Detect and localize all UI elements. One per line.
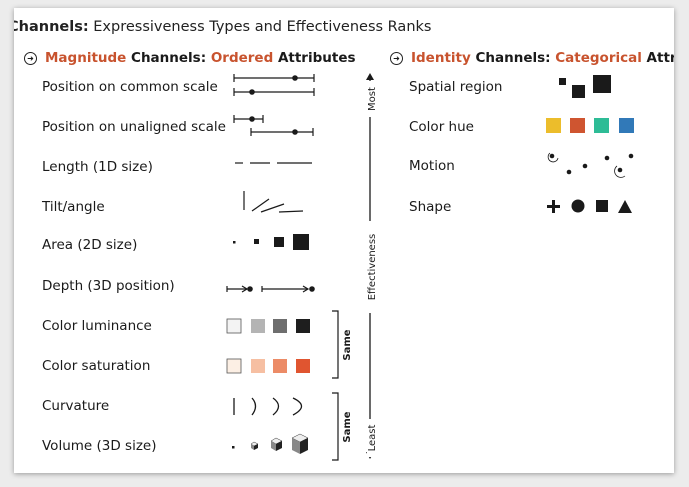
row-label-spatial-region: Spatial region (409, 79, 503, 95)
arrow-circle-icon: ➜ (390, 52, 403, 65)
same-brackets (332, 310, 339, 461)
scale-least-label: Least (367, 419, 379, 457)
row-label-shape: Shape (409, 199, 452, 215)
row-label-luminance: Color luminance (42, 318, 152, 334)
volume-glyph (232, 433, 309, 454)
magnitude-header: ➜ Magnitude Channels: Ordered Attributes (24, 50, 356, 66)
color-hue-glyph (546, 118, 634, 133)
saturation-glyph (226, 358, 310, 374)
shape-glyph (547, 199, 632, 213)
channels-figure: Channels: Expressiveness Types and Effec… (14, 8, 674, 473)
curvature-glyph (233, 397, 303, 416)
area-glyph (233, 234, 309, 250)
row-label-length: Length (1D size) (42, 159, 153, 175)
arrow-circle-icon: ➜ (24, 52, 37, 65)
same-label-1: Same (342, 329, 353, 361)
channel-glyphs (226, 73, 634, 461)
row-label-curvature: Curvature (42, 398, 110, 414)
row-label-volume: Volume (3D size) (42, 438, 157, 454)
luminance-glyph (226, 318, 310, 334)
row-label-area: Area (2D size) (42, 237, 138, 253)
figure-title: Channels: Expressiveness Types and Effec… (14, 19, 432, 35)
row-label-depth: Depth (3D position) (42, 278, 175, 294)
motion-glyph (547, 152, 634, 178)
spatial-region-glyph (559, 75, 611, 98)
row-label-saturation: Color saturation (42, 358, 151, 374)
row-label-motion: Motion (409, 158, 455, 174)
depth-glyph (226, 285, 315, 293)
tilt-glyph (243, 191, 304, 213)
identity-header: ➜Identity Channels: Categorical Attribut… (390, 50, 674, 66)
position-common-glyph (233, 74, 315, 96)
position-unaligned-glyph (233, 115, 314, 136)
scale-effectiveness-label: Effectiveness (367, 221, 379, 313)
row-label-tilt: Tilt/angle (42, 199, 105, 215)
same-label-2: Same (342, 411, 353, 443)
scale-most-label: Most (367, 81, 379, 117)
row-label-color-hue: Color hue (409, 119, 474, 135)
row-label-position-common: Position on common scale (42, 79, 218, 95)
row-label-position-unaligned: Position on unaligned scale (42, 119, 226, 135)
